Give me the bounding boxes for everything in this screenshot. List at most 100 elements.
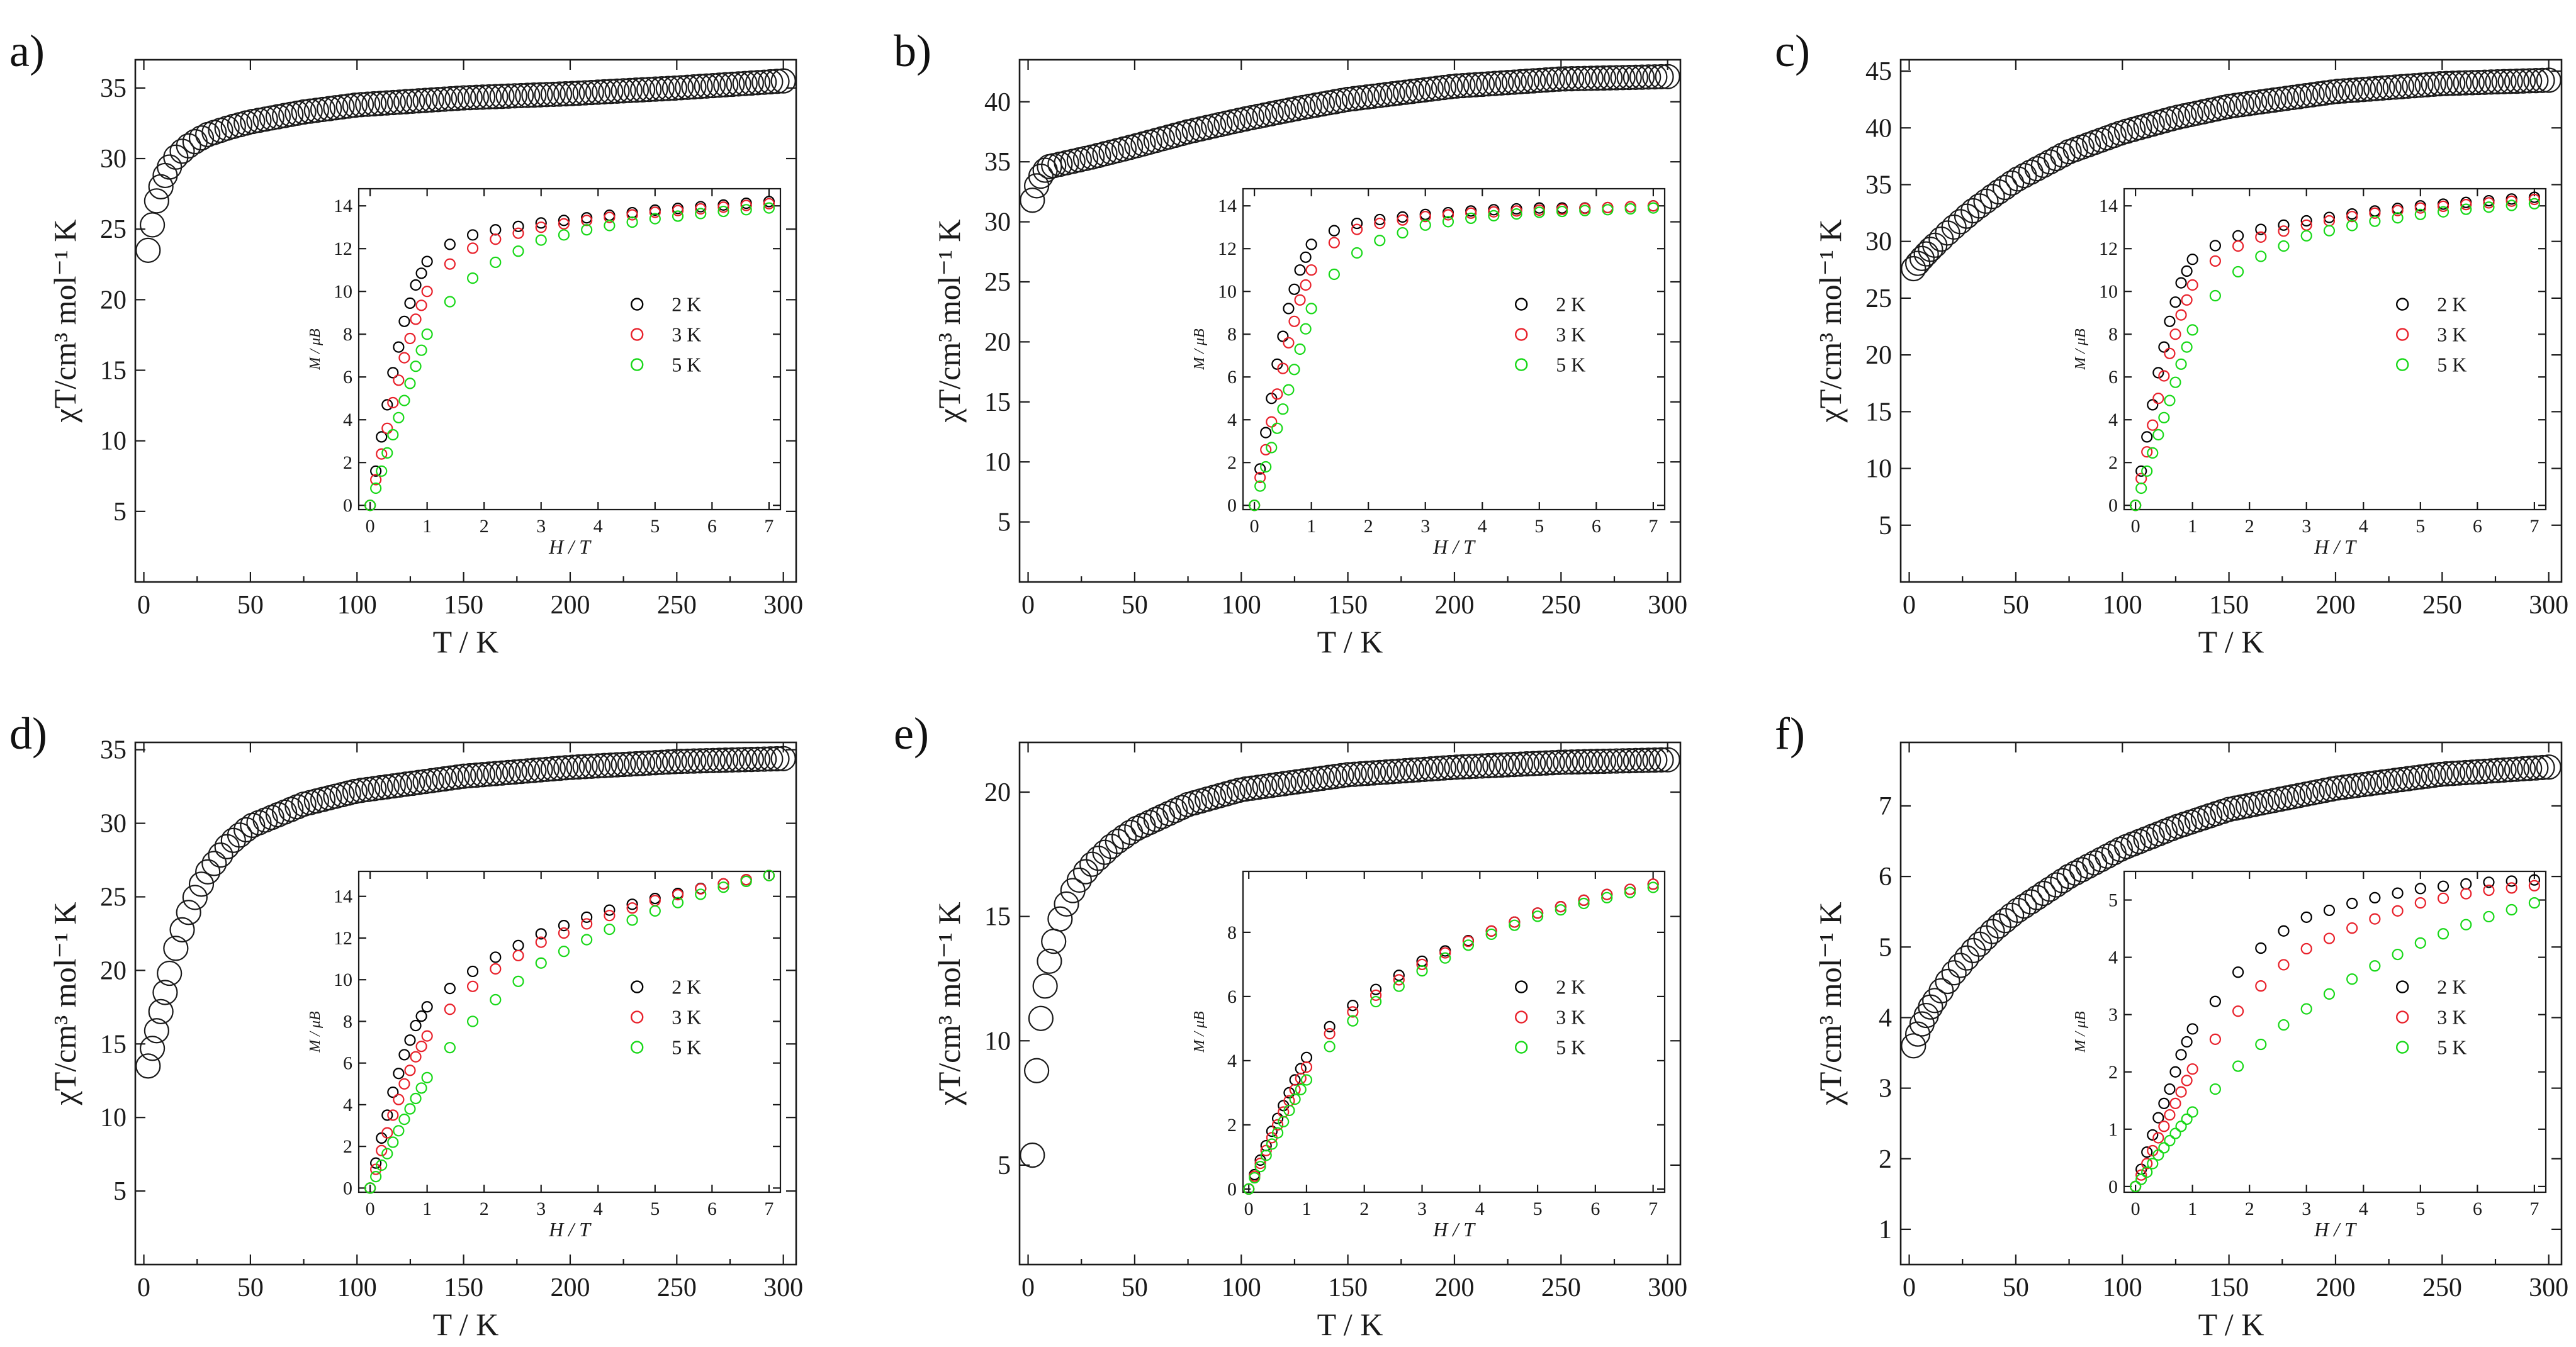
chiT-data-point: [2331, 78, 2357, 104]
inset-x-tick-label: 7: [2529, 1199, 2539, 1219]
inset-x-tick-label: 2: [480, 1199, 489, 1219]
chiT-data-point: [1539, 67, 1565, 92]
x-tick-label: 200: [2315, 591, 2355, 620]
inset-point-2K: [2232, 966, 2244, 978]
inset-point-3K: [2141, 1158, 2153, 1170]
chiT-data-point: [483, 84, 509, 109]
chiT-data-point: [675, 74, 700, 100]
inset-point-3K: [1271, 388, 1283, 400]
y-axis-label: χT/cm³ mol⁻¹ K: [931, 220, 967, 423]
inset-point-3K: [376, 1144, 388, 1156]
inset-point-5K: [2135, 482, 2147, 495]
inset-y-tick-label: 2: [2108, 1062, 2118, 1083]
inset-x-tick-label: 3: [2302, 516, 2311, 537]
chiT-data-point: [143, 188, 169, 214]
inset-point-5K: [1243, 1183, 1255, 1195]
inset-point-5K: [2414, 937, 2426, 949]
inset-x-tick-label: 5: [650, 516, 660, 537]
chiT-data-point: [2357, 76, 2383, 102]
inset-point-5K: [2175, 358, 2187, 370]
inset-point-3K: [1578, 894, 1590, 907]
inset-point-2K: [535, 217, 547, 229]
chiT-data-point: [578, 753, 604, 779]
y-tick-label: 20: [100, 956, 127, 985]
chiT-data-point: [1418, 76, 1444, 102]
inset-point-5K: [393, 1125, 405, 1137]
chiT-data-point: [700, 747, 726, 773]
inset-point-5K: [1624, 886, 1636, 898]
chiT-data-point: [770, 746, 796, 771]
chiT-data-point: [265, 802, 291, 828]
y-tick-label: 5: [113, 1177, 127, 1206]
chiT-data-point: [2216, 93, 2242, 120]
inset-point-5K: [1254, 1161, 1266, 1173]
chiT-data-point: [1909, 245, 1935, 271]
x-tick-label: 200: [550, 1273, 590, 1302]
chiT-data-point: [2446, 760, 2472, 786]
chiT-data-point: [1623, 747, 1648, 773]
x-tick-label: 50: [1122, 1273, 1148, 1302]
x-tick-label: 50: [2003, 1273, 2029, 1302]
inset-point-2K: [421, 1001, 433, 1013]
inset-x-tick-label: 1: [2188, 1199, 2197, 1219]
chiT-data-point: [419, 87, 444, 113]
inset-point-3K: [1347, 1006, 1359, 1018]
chiT-data-point: [1584, 65, 1611, 91]
inset-x-tick-label: 6: [2473, 516, 2482, 537]
inset-point-5K: [695, 208, 707, 220]
inset-point-5K: [387, 428, 399, 441]
chiT-data-point: [2357, 771, 2383, 796]
chiT-data-point: [694, 73, 719, 99]
inset-point-5K: [1531, 910, 1544, 922]
chiT-data-point: [732, 70, 758, 96]
chiT-data-point: [1354, 84, 1380, 110]
y-axis-label: χT/cm³ mol⁻¹ K: [1813, 902, 1848, 1106]
chiT-data-point: [451, 85, 476, 111]
inset-point-5K: [2528, 198, 2540, 210]
chiT-data-point: [1539, 750, 1565, 776]
chiT-data-point: [2037, 876, 2063, 902]
chiT-data-point: [2337, 77, 2363, 103]
chiT-data-point: [764, 69, 790, 94]
inset-y-tick-label: 8: [343, 1011, 352, 1032]
inset-point-5K: [415, 344, 427, 356]
inset-point-5K: [763, 869, 775, 881]
chiT-data-point: [751, 69, 777, 95]
x-tick-label: 150: [2209, 1273, 2249, 1302]
inset-point-5K: [381, 447, 393, 459]
chiT-data-point: [438, 765, 464, 791]
inset-point-5K: [1374, 235, 1386, 247]
inset-point-5K: [398, 394, 410, 406]
inset-x-tick-label: 1: [2188, 516, 2197, 537]
inset-point-2K: [398, 1049, 410, 1061]
chiT-data-point: [610, 78, 636, 104]
inset-point-2K: [2175, 1049, 2187, 1061]
chiT-data-point: [2363, 75, 2389, 101]
inset-y-tick-label: 14: [2099, 196, 2118, 216]
inset-point-2K: [466, 229, 479, 241]
inset-point-3K: [404, 332, 416, 345]
inset-point-2K: [1277, 330, 1289, 342]
inset-point-2K: [2169, 296, 2181, 308]
chiT-data-point: [687, 748, 713, 774]
inset-point-5K: [364, 500, 376, 511]
inset-point-5K: [2460, 203, 2472, 215]
x-tick-label: 300: [2529, 1273, 2568, 1302]
legend-label: 2 K: [1556, 293, 1585, 316]
inset-point-2K: [2300, 911, 2312, 923]
inset-point-2K: [2255, 942, 2267, 954]
chiT-data-point: [2414, 72, 2440, 98]
inset-point-3K: [2135, 1169, 2147, 1181]
chiT-data-point: [2312, 80, 2338, 106]
x-axis-label: T / K: [1317, 624, 1383, 659]
inset-y-tick-label: 14: [334, 886, 352, 907]
inset-point-5K: [490, 993, 502, 1006]
inset-point-2K: [1347, 1000, 1359, 1012]
chiT-data-point: [534, 756, 560, 782]
inset-y-tick-label: 0: [2108, 1177, 2118, 1197]
inset-point-3K: [1485, 925, 1497, 937]
chiT-data-point: [2107, 836, 2133, 863]
inset-point-5K: [381, 1148, 393, 1160]
inset-point-3K: [1462, 936, 1475, 947]
